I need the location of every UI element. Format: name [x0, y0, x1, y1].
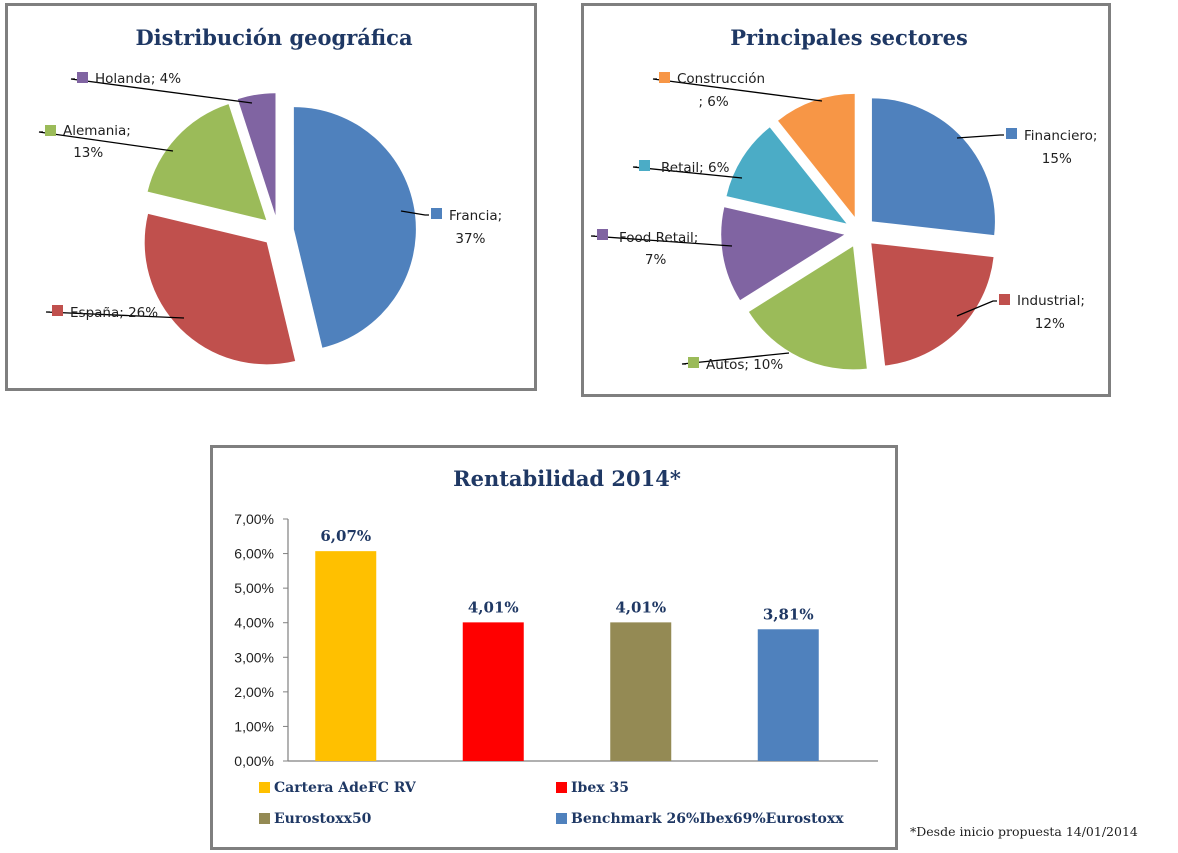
label-key-financiero — [1006, 128, 1017, 139]
slice-value-construccion: ; 6% — [698, 94, 728, 110]
footnote: *Desde inicio propuesta 14/01/2014 — [910, 824, 1138, 839]
leader-line-espana — [45, 311, 185, 319]
bar-benchmark-26-ibex69-eurostoxx — [757, 629, 819, 761]
legend-label-cartera-adefc-rv: Cartera AdeFC RV — [274, 780, 417, 796]
leader-line-financiero — [956, 134, 1004, 139]
leader-line-holanda — [70, 78, 253, 104]
slice-value-francia: 37% — [455, 231, 485, 247]
label-key-food-retail — [597, 229, 608, 240]
slice-label-francia: Francia; — [449, 208, 502, 224]
pie-slice-food-retail — [721, 207, 845, 301]
legend-key-cartera-adefc-rv — [259, 782, 270, 793]
chart-title: Distribución geográfica — [135, 25, 413, 50]
y-tick-label: 7,00% — [234, 511, 274, 527]
slice-label-financiero: Financiero; — [1024, 128, 1097, 144]
leader-line-industrial — [956, 300, 997, 317]
bar-value-label-ibex-35: 4,01% — [468, 598, 519, 616]
leader-line-alemania — [38, 131, 174, 152]
y-tick-label: 1,00% — [234, 718, 274, 734]
sectors-pie-svg: Principales sectores Financiero; 15% Indust… — [590, 25, 1097, 373]
legend-key-eurostoxx50 — [259, 813, 270, 824]
slice-value-financiero: 15% — [1042, 151, 1072, 167]
return-2014-chart: Rentabilidad 2014* 0,00% 1,00% 2,00% 3,00% 4,… — [210, 445, 898, 850]
slice-label-construccion: Construcción — [677, 71, 765, 87]
label-key-retail — [639, 160, 650, 171]
leader-line-construccion — [652, 78, 823, 102]
slice-value-food-retail: 7% — [645, 252, 667, 268]
y-tick-label: 2,00% — [234, 684, 274, 700]
legend-label-benchmark-26-ibex69-eurostoxx: Benchmark 26%Ibex69%Eurostoxx — [571, 811, 844, 827]
slice-value-industrial: 12% — [1035, 316, 1065, 332]
leader-line-francia — [400, 210, 429, 216]
geographic-distribution-chart: Distribución geográfica Francia; 37% España… — [5, 3, 537, 391]
geographic-pie-svg: Distribución geográfica Francia; 37% España… — [38, 25, 502, 365]
y-tick-label: 4,00% — [234, 615, 274, 631]
label-key-industrial — [999, 294, 1010, 305]
legend-label-ibex-35: Ibex 35 — [571, 780, 629, 796]
main-sectors-chart: Principales sectores Financiero; 15% Indust… — [581, 3, 1111, 397]
slice-label-retail: Retail; 6% — [661, 160, 730, 176]
bar-value-label-cartera-adefc-rv: 6,07% — [320, 527, 371, 545]
label-key-francia — [431, 208, 442, 219]
y-tick-label: 5,00% — [234, 580, 274, 596]
pie-slice-autos — [748, 246, 867, 370]
slice-label-holanda: Holanda; 4% — [95, 71, 181, 87]
bar-value-label-eurostoxx50: 4,01% — [615, 598, 666, 616]
y-tick-label: 3,00% — [234, 649, 274, 665]
label-key-autos — [688, 357, 699, 368]
bar-ibex-35 — [462, 622, 524, 761]
leader-line-food-retail — [590, 235, 733, 247]
return-bar-svg: Rentabilidad 2014* 0,00% 1,00% 2,00% 3,00% 4,… — [234, 466, 878, 827]
leader-line-retail — [632, 166, 743, 179]
leader-line-autos — [681, 352, 790, 365]
slice-label-food-retail: Food Retail; — [619, 230, 698, 246]
pie-slice-retail — [726, 127, 847, 224]
legend-label-eurostoxx50: Eurostoxx50 — [274, 811, 372, 827]
bar-value-label-benchmark-26-ibex69-eurostoxx: 3,81% — [763, 605, 814, 623]
y-tick-label: 6,00% — [234, 546, 274, 562]
chart-title: Rentabilidad 2014* — [453, 466, 681, 491]
legend-key-benchmark-26-ibex69-eurostoxx — [556, 813, 567, 824]
pie-slice-construccion — [778, 93, 855, 217]
pie-slice-francia — [293, 107, 416, 348]
pie-slice-espana — [144, 213, 296, 365]
pie-slice-holanda — [237, 93, 276, 216]
slice-label-industrial: Industrial; — [1017, 293, 1085, 309]
y-tick-label: 0,00% — [234, 753, 274, 769]
chart-title: Principales sectores — [730, 25, 968, 50]
slice-value-alemania: 13% — [73, 145, 103, 161]
legend-key-ibex-35 — [556, 782, 567, 793]
label-key-espana — [52, 305, 63, 316]
label-key-alemania — [45, 125, 56, 136]
pie-slice-alemania — [147, 104, 267, 221]
label-key-holanda — [77, 72, 88, 83]
slice-label-autos: Autos; 10% — [706, 357, 783, 373]
label-key-construccion — [659, 72, 670, 83]
bar-cartera-adefc-rv — [315, 551, 377, 761]
slice-label-espana: España; 26% — [70, 305, 158, 321]
pie-slice-industrial — [871, 243, 994, 366]
bar-eurostoxx50 — [610, 622, 672, 761]
pie-slice-financiero — [871, 98, 995, 236]
slice-label-alemania: Alemania; — [63, 123, 131, 139]
